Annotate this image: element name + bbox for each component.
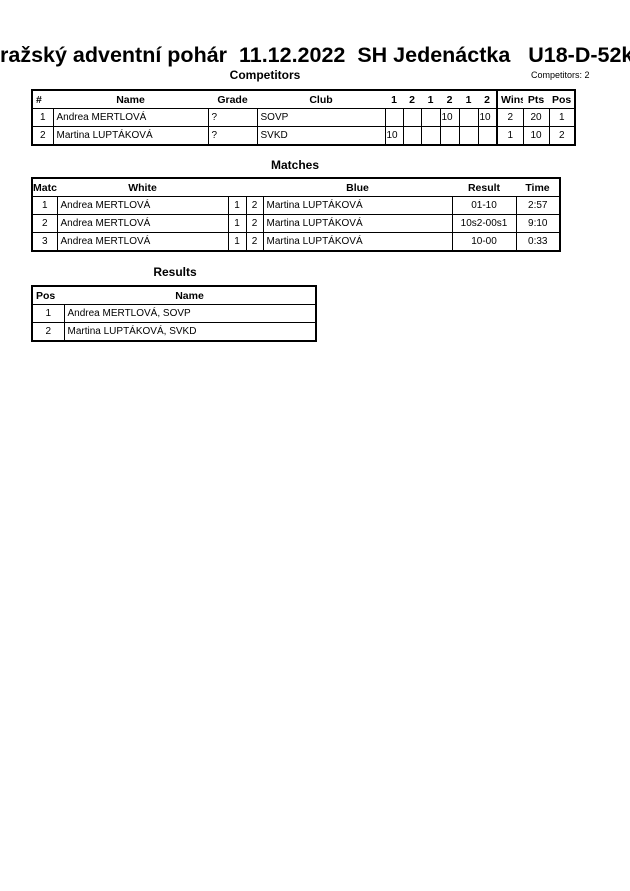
column-header: Wins <box>496 89 523 109</box>
column-header: 2 <box>440 89 459 109</box>
table-cell: Martina LUPTÁKOVÁ <box>262 196 453 215</box>
column-header: Pos <box>32 285 64 305</box>
column-header: Club <box>257 89 385 109</box>
table-cell: 1 <box>496 126 524 146</box>
matches-heading: Matches <box>270 158 320 172</box>
table-cell: 1 <box>227 214 247 233</box>
competitors-count: Competitors: 2 <box>531 70 590 80</box>
table-cell: Martina LUPTÁKOVÁ, SVKD <box>63 322 317 342</box>
table-cell: Andrea MERTLOVÁ <box>56 214 229 233</box>
table-cell <box>402 108 422 127</box>
header-row: #NameGradeClub121212WinsPtsPos <box>32 89 575 109</box>
column-header <box>228 177 246 197</box>
table-cell: ? <box>207 126 258 146</box>
column-header: 1 <box>421 89 440 109</box>
table-row: 1 Andrea MERTLOVÁ 1 2 Martina LUPTÁKOVÁ 01-10… <box>31 196 561 215</box>
table-cell: Andrea MERTLOVÁ <box>56 232 229 252</box>
table-cell: 01-10 <box>451 196 517 215</box>
column-header: Match <box>32 177 57 197</box>
table-cell: 1 <box>227 196 247 215</box>
table-cell: 10 <box>384 126 404 146</box>
table-cell: 2 <box>31 322 65 342</box>
table-cell <box>439 126 460 146</box>
table-cell: 2 <box>245 196 264 215</box>
table-cell <box>402 126 422 146</box>
table-cell: 10s2-00s1 <box>451 214 517 233</box>
table-row: 2 Martina LUPTÁKOVÁ, SVKD <box>31 322 317 342</box>
table-cell: 2 <box>245 214 264 233</box>
table-cell <box>384 108 404 127</box>
page-title: ražský adventní pohár 11.12.2022 SH Jede… <box>0 43 630 67</box>
table-cell <box>458 108 479 127</box>
table-row: 1 Andrea MERTLOVÁ, SOVP <box>31 304 317 323</box>
column-header: 1 <box>459 89 478 109</box>
table-cell: Andrea MERTLOVÁ, SOVP <box>63 304 317 323</box>
column-header: Result <box>452 177 516 197</box>
table-cell: 1 <box>31 304 65 323</box>
table-cell: Martina LUPTÁKOVÁ <box>262 232 453 252</box>
table-cell <box>420 108 441 127</box>
table-cell: 3 <box>31 232 58 252</box>
header-row: Pos Name <box>32 285 316 305</box>
column-header: White <box>57 177 228 197</box>
table-cell: 10-00 <box>451 232 517 252</box>
competitors-heading: Competitors <box>229 68 301 82</box>
column-header: Name <box>64 285 316 305</box>
table-cell: Martina LUPTÁKOVÁ <box>262 214 453 233</box>
table-cell: 9:10 <box>515 214 561 233</box>
table-cell: ? <box>207 108 258 127</box>
table-cell: Martina LUPTÁKOVÁ <box>52 126 209 146</box>
column-header: 2 <box>403 89 421 109</box>
column-header: 1 <box>385 89 403 109</box>
column-header: # <box>32 89 53 109</box>
table-cell <box>477 126 498 146</box>
table-cell <box>458 126 479 146</box>
table-cell: 2 <box>31 126 54 146</box>
table-cell: 2 <box>31 214 58 233</box>
column-header: Name <box>53 89 208 109</box>
table-cell: 1 <box>227 232 247 252</box>
column-header: Pos <box>549 89 575 109</box>
column-header: Pts <box>523 89 549 109</box>
table-cell: 2 <box>245 232 264 252</box>
table-row: 2 Martina LUPTÁKOVÁ? SVKD 10 1 10 2 <box>31 126 576 146</box>
table-cell: 1 <box>548 108 576 127</box>
column-header <box>246 177 263 197</box>
table-cell: 10 <box>477 108 498 127</box>
table-cell: SOVP <box>256 108 386 127</box>
table-row: 2 Andrea MERTLOVÁ 1 2 Martina LUPTÁKOVÁ 10s2-… <box>31 214 561 233</box>
table-cell: SVKD <box>256 126 386 146</box>
table-cell <box>420 126 441 146</box>
table-cell: 10 <box>522 126 550 146</box>
table-cell: 2 <box>496 108 524 127</box>
table-cell: Andrea MERTLOVÁ <box>52 108 209 127</box>
results-table: Pos Name 1 Andrea MERTLOVÁ, SOVP 2 Martina L… <box>31 285 317 342</box>
column-header: 2 <box>478 89 497 109</box>
table-row: 1 Andrea MERTLOVÁ? SOVP 10 10 2 20 1 <box>31 108 576 127</box>
column-header: Blue <box>263 177 452 197</box>
table-row: 3 Andrea MERTLOVÁ 1 2 Martina LUPTÁKOVÁ 10-00… <box>31 232 561 252</box>
column-header: Time <box>516 177 560 197</box>
table-cell: 1 <box>31 196 58 215</box>
table-cell: 2 <box>548 126 576 146</box>
table-cell: Andrea MERTLOVÁ <box>56 196 229 215</box>
results-heading: Results <box>153 265 197 279</box>
table-cell: 0:33 <box>515 232 561 252</box>
table-cell: 10 <box>439 108 460 127</box>
table-cell: 20 <box>522 108 550 127</box>
table-cell: 1 <box>31 108 54 127</box>
column-header: Grade <box>208 89 257 109</box>
table-cell: 2:57 <box>515 196 561 215</box>
